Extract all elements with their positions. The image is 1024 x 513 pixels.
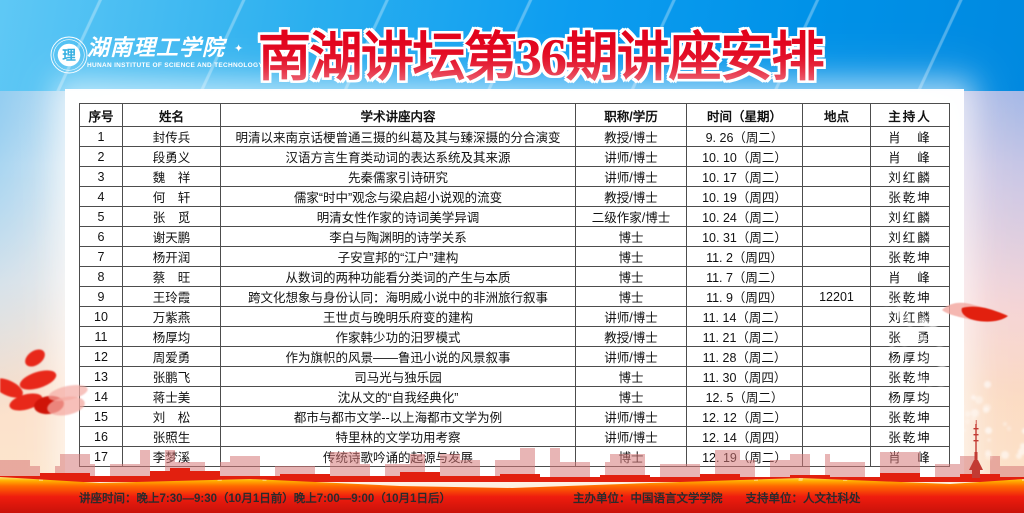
svg-text:理: 理 (62, 48, 76, 63)
